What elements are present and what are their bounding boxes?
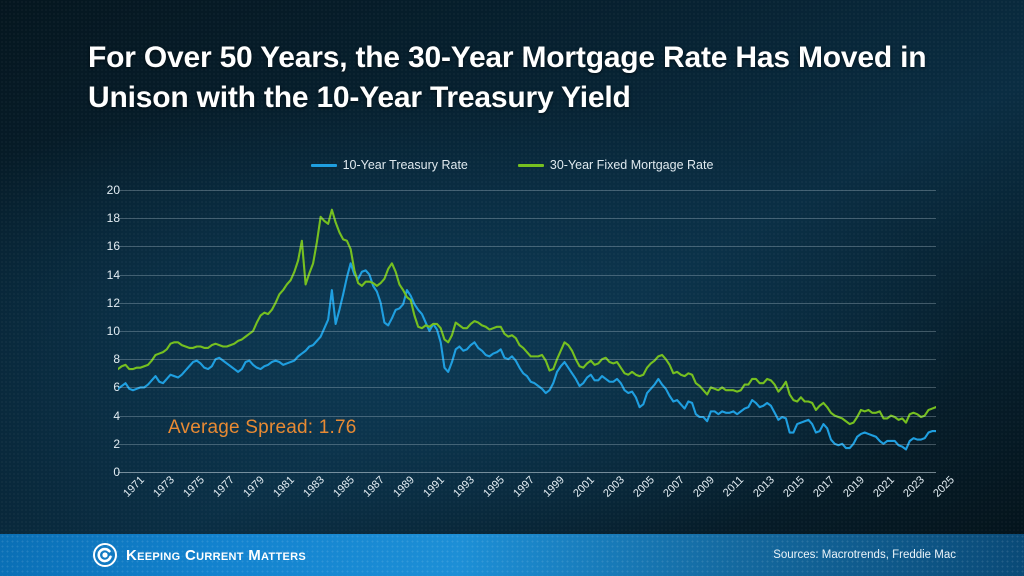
y-axis-tick-4: 4 <box>113 408 120 423</box>
y-axis-tick-16: 16 <box>106 239 120 254</box>
x-axis-tick-2011: 2011 <box>721 474 747 500</box>
x-axis-tick-2025: 2025 <box>931 474 958 500</box>
spiral-circle-logo-icon <box>93 543 117 567</box>
x-axis-tick-2003: 2003 <box>601 474 628 500</box>
y-axis-tick-12: 12 <box>106 295 120 310</box>
y-axis-tick-20: 20 <box>106 183 120 197</box>
x-axis-tick-1981: 1981 <box>271 474 298 500</box>
x-axis-labels: 1971 1973 1975 1977 1979 1981 1983 1985 1987 1989… <box>118 474 957 534</box>
y-axis-tick-18: 18 <box>106 211 120 226</box>
chart-plot-area <box>118 190 936 473</box>
legend-item-mortgage: 30-Year Fixed Mortgage Rate <box>517 158 714 172</box>
chart-legend: 10-Year Treasury Rate 30-Year Fixed Mort… <box>0 158 1024 172</box>
gridline-2 <box>118 443 936 445</box>
x-axis-tick-1989: 1989 <box>391 474 418 500</box>
gridline-12 <box>118 302 936 304</box>
gridline-0 <box>118 472 936 473</box>
y-axis-tick-6: 6 <box>113 380 120 395</box>
y-axis-tick-8: 8 <box>113 352 120 367</box>
gridline-4 <box>118 415 936 417</box>
sources-text: Sources: Macrotrends, Freddie Mac <box>773 549 956 561</box>
x-axis-tick-1995: 1995 <box>481 474 508 500</box>
x-axis-tick-1991: 1991 <box>421 474 448 500</box>
x-axis-tick-1985: 1985 <box>331 474 358 500</box>
brand-block: Keeping Current Matters <box>93 543 306 567</box>
gridline-16 <box>118 246 936 248</box>
x-axis-tick-2007: 2007 <box>661 474 688 500</box>
page-title: For Over 50 Years, the 30-Year Mortgage … <box>88 41 927 114</box>
brand-name: Keeping Current Matters <box>126 546 306 564</box>
x-axis-tick-1987: 1987 <box>361 474 388 500</box>
x-axis-tick-2017: 2017 <box>811 474 838 500</box>
chart-series-svg <box>118 208 936 451</box>
x-axis-tick-1973: 1973 <box>151 474 177 500</box>
x-axis-tick-2005: 2005 <box>631 474 658 500</box>
average-spread-annotation: Average Spread: 1.76 <box>168 417 357 438</box>
x-axis-tick-2023: 2023 <box>901 474 928 500</box>
footer-bar: Keeping Current Matters Sources: Macrotr… <box>0 534 1024 576</box>
x-axis-tick-1983: 1983 <box>301 474 328 500</box>
y-axis-tick-2: 2 <box>113 436 120 451</box>
legend-item-treasury: 10-Year Treasury Rate <box>310 158 468 172</box>
x-axis-tick-2009: 2009 <box>691 474 718 500</box>
x-axis-tick-1993: 1993 <box>451 474 478 500</box>
x-axis-tick-2015: 2015 <box>781 474 808 500</box>
legend-label-treasury: 10-Year Treasury Rate <box>342 158 468 172</box>
legend-swatch-treasury <box>310 163 337 167</box>
x-axis-tick-1997: 1997 <box>511 474 538 500</box>
x-axis-tick-1999: 1999 <box>541 474 568 500</box>
x-axis-tick-2019: 2019 <box>841 474 868 500</box>
legend-swatch-mortgage <box>517 163 544 167</box>
gridline-10 <box>118 331 936 332</box>
x-axis-tick-1971: 1971 <box>121 474 147 500</box>
gridline-20 <box>118 190 936 191</box>
y-axis-tick-0: 0 <box>113 465 120 479</box>
y-axis-labels: 0 2 4 6 8 10 12 14 16 18 20 <box>88 182 120 480</box>
x-axis-tick-2013: 2013 <box>751 474 778 500</box>
x-axis-tick-1979: 1979 <box>241 474 268 500</box>
x-axis-tick-2001: 2001 <box>571 474 598 500</box>
x-axis-tick-1977: 1977 <box>211 474 238 500</box>
series-line-mortgage <box>118 208 936 426</box>
gridline-6 <box>118 387 936 389</box>
gridline-8 <box>118 359 936 361</box>
y-axis-tick-10: 10 <box>106 324 120 338</box>
series-line-treasury <box>118 262 936 451</box>
x-axis-tick-2021: 2021 <box>871 474 898 500</box>
y-axis-tick-14: 14 <box>106 267 120 282</box>
legend-label-mortgage: 30-Year Fixed Mortgage Rate <box>549 158 714 172</box>
x-axis-tick-1975: 1975 <box>181 474 208 500</box>
gridline-18 <box>118 218 936 220</box>
gridline-14 <box>118 274 936 276</box>
